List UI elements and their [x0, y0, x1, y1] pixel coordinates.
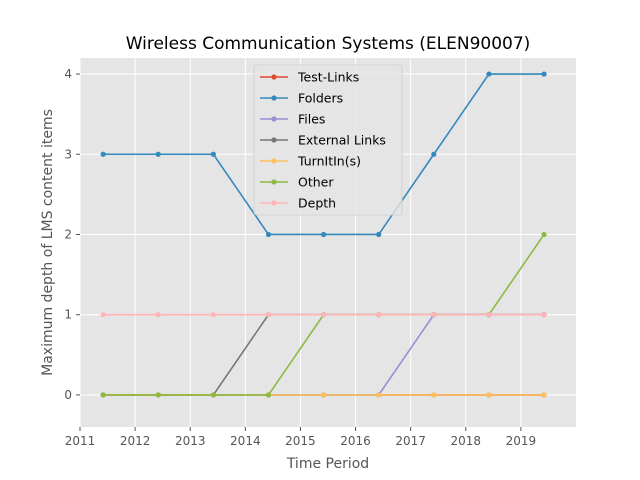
legend-item: TurnItIn(s) — [260, 154, 361, 169]
y-tick-label: 2 — [64, 227, 72, 241]
series-depth — [100, 312, 547, 318]
data-point — [376, 231, 382, 238]
x-tick-label: 2015 — [285, 434, 316, 448]
x-tick-label: 2018 — [451, 434, 482, 448]
x-axis: 2011 2012 2013 2014 2015 2016 2017 2018 2019 — [65, 427, 536, 448]
data-point — [431, 151, 437, 157]
x-tick-label: 2011 — [65, 434, 96, 448]
data-point — [541, 392, 547, 398]
data-point — [155, 392, 161, 398]
data-point — [320, 312, 327, 318]
y-tick-label: 4 — [64, 67, 72, 81]
data-point — [265, 392, 272, 398]
x-tick-label: 2016 — [340, 434, 371, 448]
legend-label: Folders — [298, 91, 343, 106]
y-axis: 0 1 2 3 4 — [64, 67, 80, 402]
data-point — [541, 71, 547, 77]
data-point — [155, 151, 161, 157]
y-tick-label: 0 — [64, 388, 72, 402]
data-point — [431, 392, 437, 398]
data-point — [100, 312, 106, 318]
y-tick-label: 3 — [64, 147, 72, 161]
y-tick-label: 1 — [64, 308, 72, 322]
legend-item: Test-Links — [260, 70, 359, 85]
data-point — [541, 231, 547, 238]
series-layer — [100, 71, 547, 398]
legend-label: Test-Links — [297, 70, 359, 85]
legend-label: TurnItIn(s) — [297, 154, 361, 169]
data-point — [100, 151, 106, 157]
legend-item: Folders — [260, 91, 343, 106]
y-axis-label: Maximum depth of LMS content items — [40, 109, 56, 376]
x-tick-label: 2013 — [175, 434, 206, 448]
data-point — [210, 392, 216, 398]
data-point — [486, 312, 492, 318]
legend-marker — [271, 137, 277, 143]
x-tick-label: 2012 — [120, 434, 151, 448]
legend-label: Other — [298, 175, 334, 190]
legend-item: Files — [260, 112, 325, 127]
data-point — [155, 312, 161, 318]
data-point — [431, 312, 437, 318]
x-tick-label: 2017 — [395, 434, 426, 448]
data-point — [486, 392, 492, 398]
legend: Test-Links Folders Files External Links Turn… — [253, 64, 403, 216]
legend-marker — [271, 74, 277, 80]
data-point — [265, 231, 272, 238]
x-tick-label: 2019 — [506, 434, 537, 448]
data-point — [541, 312, 547, 318]
legend-item: Other — [260, 175, 334, 190]
data-point — [210, 312, 216, 318]
data-point — [376, 312, 382, 318]
legend-marker — [271, 200, 277, 206]
legend-item: External Links — [260, 133, 386, 148]
series-folders — [100, 71, 547, 238]
data-point — [100, 392, 106, 398]
data-point — [320, 392, 327, 398]
data-point — [265, 312, 272, 318]
legend-item: Depth — [260, 196, 336, 211]
legend-label: Depth — [298, 196, 336, 211]
data-point — [320, 231, 327, 238]
legend-label: External Links — [298, 133, 386, 148]
legend-label: Files — [298, 112, 325, 127]
legend-marker — [271, 158, 277, 164]
data-point — [376, 392, 382, 398]
legend-marker — [271, 179, 277, 185]
legend-marker — [271, 95, 277, 101]
data-point — [486, 71, 492, 77]
data-point — [210, 151, 216, 157]
legend-box — [253, 64, 403, 216]
x-tick-label: 2014 — [230, 434, 261, 448]
chart-title: Wireless Communication Systems (ELEN9000… — [126, 34, 531, 54]
legend-marker — [271, 116, 277, 122]
x-axis-label: Time Period — [286, 456, 369, 472]
